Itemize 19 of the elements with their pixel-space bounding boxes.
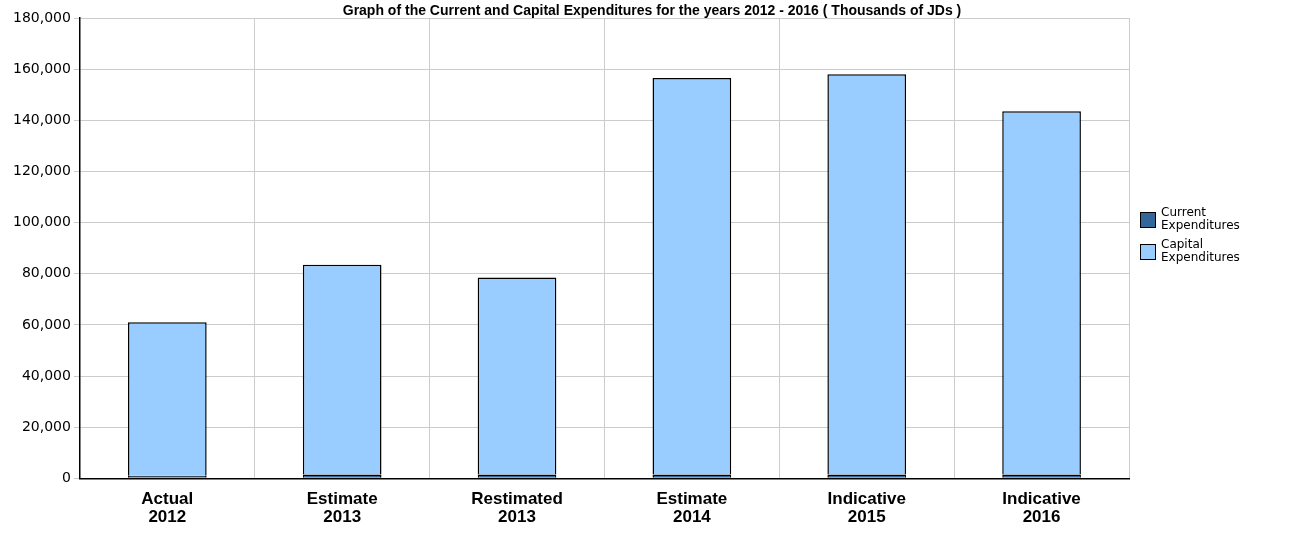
legend-label: Capital Expenditures (1161, 237, 1241, 264)
x-tick-label: Estimate 2013 (306, 488, 378, 526)
x-tick-label: Restimated 2013 (471, 488, 563, 526)
y-tick-label: 180,000 (12, 8, 71, 25)
legend-label: Current Expenditures (1161, 205, 1241, 232)
x-tick-label: Actual 2012 (141, 488, 194, 526)
y-tick-label: 100,000 (12, 213, 71, 230)
y-tick-label: 20,000 (21, 417, 71, 434)
x-tick-label: Indicative 2016 (1002, 488, 1081, 526)
y-tick-label: 140,000 (12, 110, 71, 127)
y-tick-label: 0 (61, 468, 71, 485)
y-tick-label: 120,000 (12, 162, 71, 179)
chart-title: Graph of the Current and Capital Expenditures for the years 2012 - 2016 ( Thousands of JDs ) (342, 2, 962, 18)
y-tick-label: 160,000 (12, 59, 71, 76)
x-tick-label: Indicative 2015 (827, 488, 906, 526)
y-tick-label: 40,000 (21, 366, 71, 383)
y-tick-label: 60,000 (21, 315, 71, 332)
y-tick-label: 80,000 (21, 264, 71, 281)
x-tick-label: Estimate 2014 (656, 488, 728, 526)
